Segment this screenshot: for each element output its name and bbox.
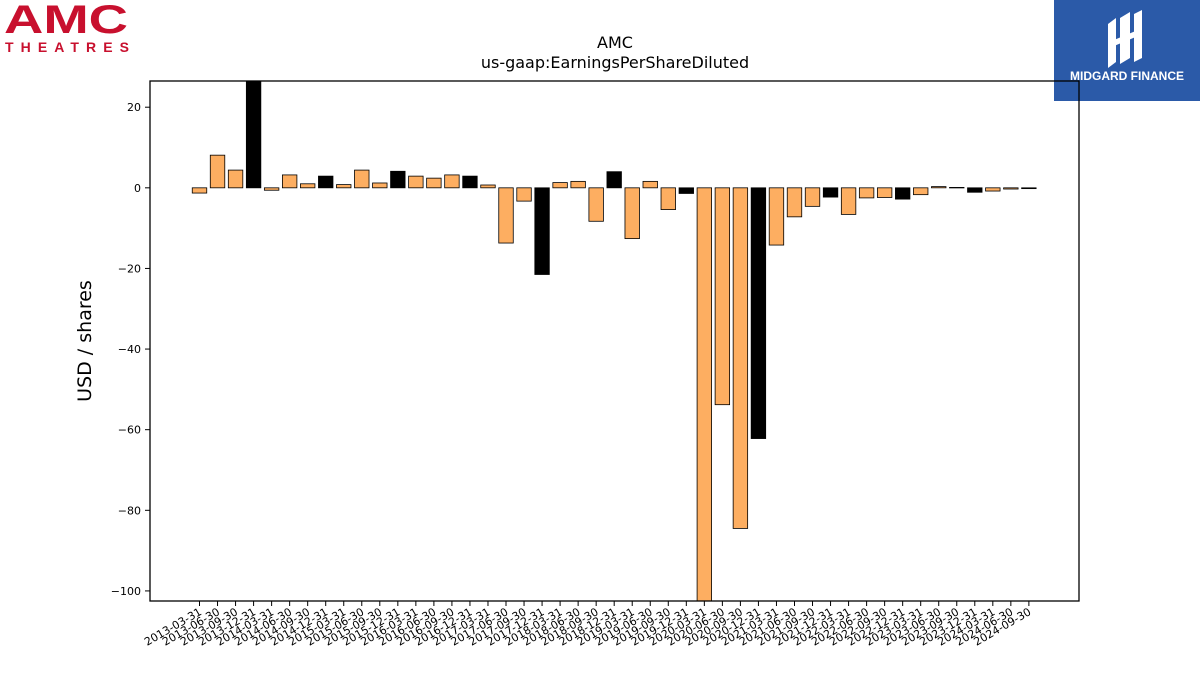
bar-2019-12-31 [678,187,694,194]
bar-2018-12-31 [606,171,622,189]
bar-2019-03-31 [624,187,640,240]
bar-2021-06-30 [786,187,803,218]
y-tick-label: 0 [134,182,141,195]
x-axis: 2013-03-312013-06-302013-09-302013-12-31… [142,601,1033,649]
bar-2014-06-30 [281,174,298,189]
midgard-logo-text: MIDGARD FINANCE [1070,69,1184,83]
y-tick-label: −100 [111,585,141,598]
y-axis-label: USD / shares [74,280,96,402]
bar-2017-06-30 [498,187,514,244]
bar-2014-03-31 [263,187,280,191]
bar-2018-09-30 [588,187,604,222]
chart-subtitle: us-gaap:EarningsPerShareDiluted [481,53,749,72]
bar-2020-12-31 [750,187,767,439]
bar-2020-03-31 [696,187,712,602]
midgard-emblem-icon [1108,10,1142,68]
bar-2016-03-31 [408,175,424,189]
bar-2014-09-30 [300,183,316,189]
bar-2020-09-30 [732,187,749,529]
bar-2022-03-31 [840,187,857,215]
bar-2024-09-30 [1021,187,1037,190]
bar-2013-12-31 [245,80,262,189]
bar-2022-12-31 [895,187,911,200]
bar-2016-09-30 [444,174,460,189]
bar-2016-06-30 [426,177,442,189]
bar-2015-03-31 [336,184,352,189]
bar-2015-06-30 [354,169,370,189]
bar-2023-09-30 [949,187,965,189]
midgard-finance-logo: MIDGARD FINANCE [1054,0,1200,101]
bar-2020-06-30 [714,187,731,406]
bar-2015-12-31 [390,170,406,189]
y-tick-label: −20 [118,262,141,275]
bar-2021-12-31 [822,187,839,198]
amc-theatres-logo: AMC THEATRES [4,0,129,55]
bar-2013-03-31 [191,187,208,194]
bar-2022-09-30 [876,187,893,198]
chart-title: AMC [597,33,633,52]
bar-2018-06-30 [570,180,586,189]
y-tick-label: −60 [118,424,141,437]
bar-2021-09-30 [804,187,821,207]
bar-2021-03-31 [768,187,785,246]
bar-2019-06-30 [642,180,658,189]
bar-2024-06-30 [1003,187,1019,190]
bar-2015-09-30 [372,182,388,189]
bar-2023-06-30 [931,186,947,189]
bar-series [191,80,1037,602]
bar-2024-03-31 [985,187,1001,192]
bar-2023-03-31 [913,187,929,196]
bar-2019-09-30 [660,187,676,210]
y-tick-label: −80 [118,504,141,517]
plot-frame [149,80,1080,602]
bar-2014-12-31 [318,175,334,189]
y-axis: 20 0 −20 −40 −60 −80 −100 [111,101,150,598]
amc-logo-wordmark: AMC [4,0,128,42]
y-tick-label: 20 [127,101,141,114]
bar-2013-06-30 [209,154,226,189]
bar-2017-09-30 [516,187,532,202]
bar-2017-12-31 [534,187,550,275]
bar-2018-03-31 [552,182,568,189]
bar-2022-06-30 [858,187,875,199]
y-tick-label: −40 [118,343,141,356]
bar-2013-09-30 [227,169,244,189]
bar-2023-12-31 [967,187,983,193]
bar-2017-03-31 [480,184,496,189]
bar-2016-12-31 [462,175,478,189]
midgard-finance-mark: MIDGARD FINANCE [1070,10,1184,83]
